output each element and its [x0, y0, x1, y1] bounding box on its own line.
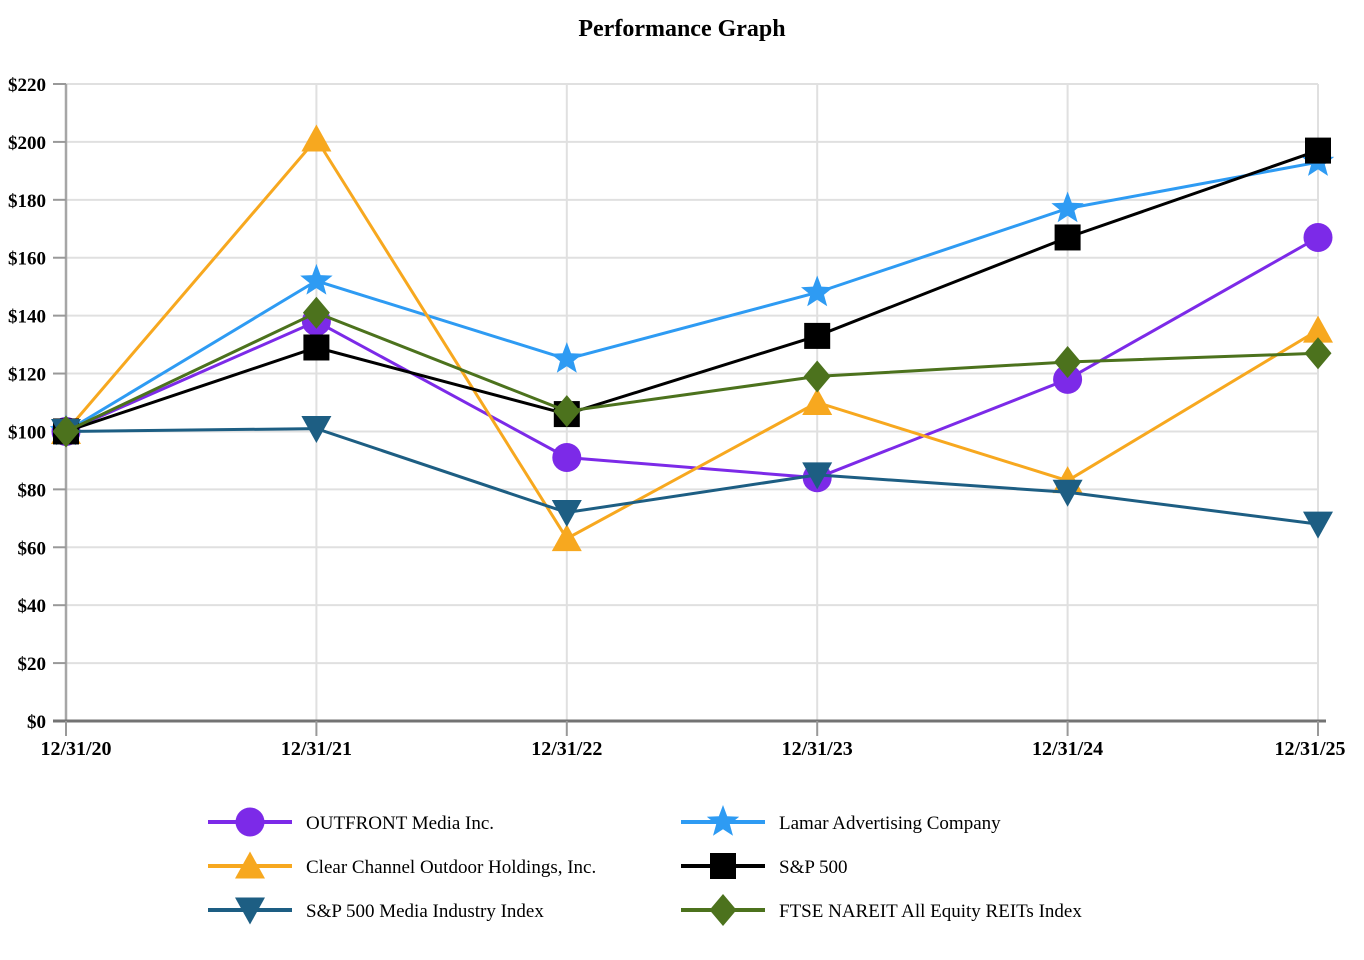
legend-item-outfront-media-inc: OUTFRONT Media Inc.	[208, 807, 494, 837]
circle-marker-outfront-media-inc	[1303, 222, 1333, 252]
diamond-marker-ftse-nareit-all-equity-reits-index	[553, 395, 581, 428]
diamond-marker-ftse-nareit-all-equity-reits-index	[52, 415, 80, 448]
circle-marker-legend-outfront-media-inc	[235, 807, 265, 837]
y-axis-tick-label: $180	[8, 191, 46, 212]
triangle-up-marker-clear-channel-outdoor-holdings-inc	[301, 124, 332, 152]
axes: $0 $20 $40 $60 $80 $100 $120 $140 $160 $180 $200 $2…	[8, 75, 1346, 760]
series-line-lamar-advertising-company	[65, 160, 1319, 433]
series-s-p-500	[53, 137, 1331, 445]
legend-item-lamar-advertising-company: Lamar Advertising Company	[681, 805, 1001, 836]
legend-item-s-p-500-media-industry-index: S&P 500 Media Industry Index	[208, 897, 544, 925]
circle-marker-outfront-media-inc	[552, 443, 582, 473]
triangle-down-marker-s-p-500-media-industry-index	[551, 500, 582, 528]
legend-label-clear-channel-outdoor-holdings-inc: Clear Channel Outdoor Holdings, Inc.	[306, 857, 596, 878]
diamond-marker-ftse-nareit-all-equity-reits-index	[803, 360, 831, 393]
diamond-marker-ftse-nareit-all-equity-reits-index	[1054, 345, 1082, 378]
star-marker-lamar-advertising-company	[1051, 191, 1084, 223]
triangle-up-marker-legend-clear-channel-outdoor-holdings-inc	[235, 851, 265, 879]
chart-title: Performance Graph	[578, 16, 786, 42]
square-marker-s-p-500	[1305, 137, 1331, 164]
star-marker-lamar-advertising-company	[801, 275, 834, 307]
series-group	[49, 124, 1335, 552]
legend-label-ftse-nareit-all-equity-reits-index: FTSE NAREIT All Equity REITs Index	[779, 901, 1082, 922]
star-marker-lamar-advertising-company	[300, 263, 333, 295]
square-marker-s-p-500	[804, 322, 831, 349]
square-marker-s-p-500	[303, 334, 330, 361]
y-axis-tick-label: $100	[8, 422, 46, 443]
y-axis-tick-label: $60	[18, 538, 47, 559]
legend-item-s-p-500: S&P 500	[681, 853, 847, 879]
x-axis-tick-label: 12/31/25	[1274, 738, 1345, 760]
series-line-clear-channel-outdoor-holdings-inc	[64, 136, 1319, 541]
x-axis-tick-label: 12/31/21	[281, 738, 352, 760]
y-axis-tick-label: $200	[8, 133, 46, 154]
series-outfront-media-inc	[51, 222, 1333, 493]
legend-label-s-p-500-media-industry-index: S&P 500 Media Industry Index	[306, 901, 544, 922]
legend-label-outfront-media-inc: OUTFRONT Media Inc.	[306, 813, 494, 834]
series-line-outfront-media-inc	[65, 236, 1319, 480]
legend-item-ftse-nareit-all-equity-reits-index: FTSE NAREIT All Equity REITs Index	[681, 894, 1082, 926]
legend-item-clear-channel-outdoor-holdings-inc: Clear Channel Outdoor Holdings, Inc.	[208, 851, 596, 879]
star-marker-legend-lamar-advertising-company	[706, 805, 740, 836]
x-axis-tick-label: 12/31/23	[782, 738, 853, 760]
y-axis-tick-label: $160	[8, 249, 46, 270]
y-axis-tick-label: $0	[27, 712, 46, 733]
x-axis-tick-label: 12/31/20	[40, 738, 111, 760]
star-marker-lamar-advertising-company	[550, 342, 583, 373]
series-line-ftse-nareit-all-equity-reits-index	[65, 311, 1319, 433]
chart-legend: OUTFRONT Media Inc. Clear Channel Outdoor…	[208, 805, 1082, 926]
triangle-down-marker-s-p-500-media-industry-index	[301, 416, 332, 444]
y-axis-tick-label: $20	[18, 654, 47, 675]
triangle-up-marker-clear-channel-outdoor-holdings-inc	[551, 524, 582, 552]
triangle-down-marker-s-p-500-media-industry-index	[802, 462, 833, 490]
series-ftse-nareit-all-equity-reits-index	[52, 296, 1332, 448]
triangle-down-marker-s-p-500-media-industry-index	[1303, 511, 1333, 539]
triangle-up-marker-clear-channel-outdoor-holdings-inc	[1303, 315, 1333, 343]
square-marker-s-p-500	[1054, 224, 1081, 251]
x-axis-tick-label: 12/31/24	[1032, 738, 1103, 760]
y-axis-tick-label: $120	[8, 365, 46, 386]
series-s-p-500-media-industry-index	[51, 416, 1333, 539]
diamond-marker-ftse-nareit-all-equity-reits-index	[1304, 337, 1332, 370]
y-axis-tick-label: $80	[18, 480, 47, 501]
square-marker-legend-s-p-500	[710, 853, 736, 879]
diamond-marker-legend-ftse-nareit-all-equity-reits-index	[709, 894, 737, 926]
gridlines	[66, 83, 1319, 721]
circle-marker-outfront-media-inc	[1053, 364, 1083, 394]
legend-label-lamar-advertising-company: Lamar Advertising Company	[779, 813, 1001, 834]
triangle-down-marker-s-p-500-media-industry-index	[1052, 479, 1083, 507]
triangle-down-marker-legend-s-p-500-media-industry-index	[235, 897, 265, 925]
y-axis-tick-label: $220	[8, 75, 46, 96]
legend-label-s-p-500: S&P 500	[779, 857, 847, 878]
y-axis-tick-label: $140	[8, 307, 46, 328]
triangle-up-marker-clear-channel-outdoor-holdings-inc	[802, 388, 833, 415]
series-line-s-p-500-media-industry-index	[65, 427, 1319, 526]
y-axis-tick-label: $40	[18, 596, 47, 617]
x-axis-tick-label: 12/31/22	[531, 738, 602, 760]
series-lamar-advertising-company	[49, 145, 1335, 446]
diamond-marker-ftse-nareit-all-equity-reits-index	[302, 296, 330, 329]
series-line-s-p-500	[65, 149, 1319, 433]
